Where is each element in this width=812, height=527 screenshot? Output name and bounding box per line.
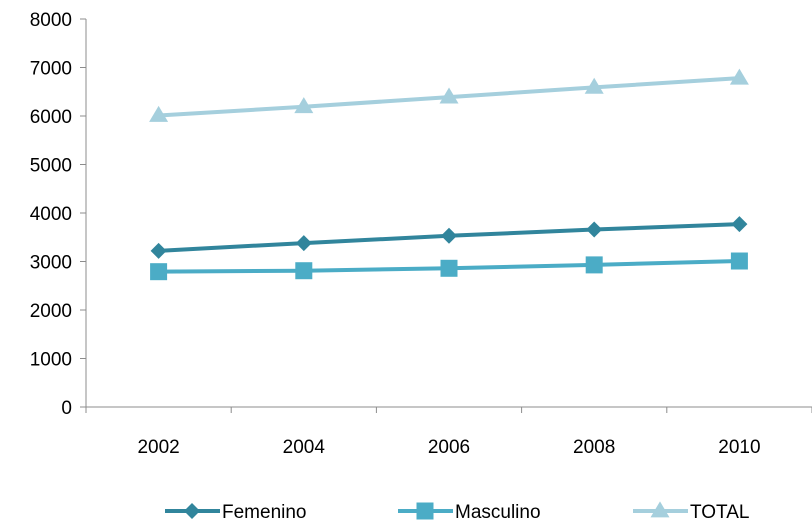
legend-item-total: TOTAL [633,501,749,523]
x-tick-label: 2010 [718,437,760,458]
y-tick-label: 4000 [30,204,72,225]
square-marker [440,259,458,277]
x-tick-label: 2006 [428,437,470,458]
legend-item-femenino: Femenino [165,502,307,523]
diamond-marker [150,242,167,259]
x-tick-label: 2004 [283,437,326,458]
series-femenino [150,216,748,259]
triangle-marker [439,87,459,104]
legend-triangle-marker [650,501,670,518]
y-tick-label: 2000 [30,301,72,322]
diamond-marker [586,221,603,238]
legend-square-marker [416,502,434,520]
y-tick-label: 0 [61,398,72,419]
series-lines [149,68,749,281]
axes: 0 1000 2000 3000 4000 5000 6000 7000 8000 2002 200… [30,10,812,458]
triangle-marker [584,77,604,94]
y-tick-label: 1000 [30,350,72,371]
x-tick-label: 2002 [137,437,179,458]
diamond-marker [295,235,312,252]
y-tick-label: 7000 [30,59,72,80]
legend-label: Masculino [455,502,541,522]
square-marker [585,256,603,274]
square-marker [150,263,168,281]
triangle-marker [294,97,314,114]
triangle-marker [149,105,169,122]
legend-diamond-marker [184,503,200,519]
y-tick-label: 5000 [30,156,72,177]
legend-item-masculino: Masculino [398,502,541,523]
diamond-marker [441,227,457,244]
legend-label: TOTAL [690,502,749,522]
triangle-marker [729,68,749,85]
y-tick-label: 3000 [30,253,72,274]
legend-label: Femenino [222,502,307,522]
square-marker [295,262,313,280]
diamond-marker [731,216,748,233]
y-tick-label: 8000 [30,10,72,31]
series-total [149,68,749,122]
y-tick-label: 6000 [30,107,72,128]
series-masculino [150,252,748,281]
square-marker [730,252,748,270]
x-tick-label: 2008 [573,437,615,458]
legend: Femenino Masculino TOTAL [165,501,749,523]
